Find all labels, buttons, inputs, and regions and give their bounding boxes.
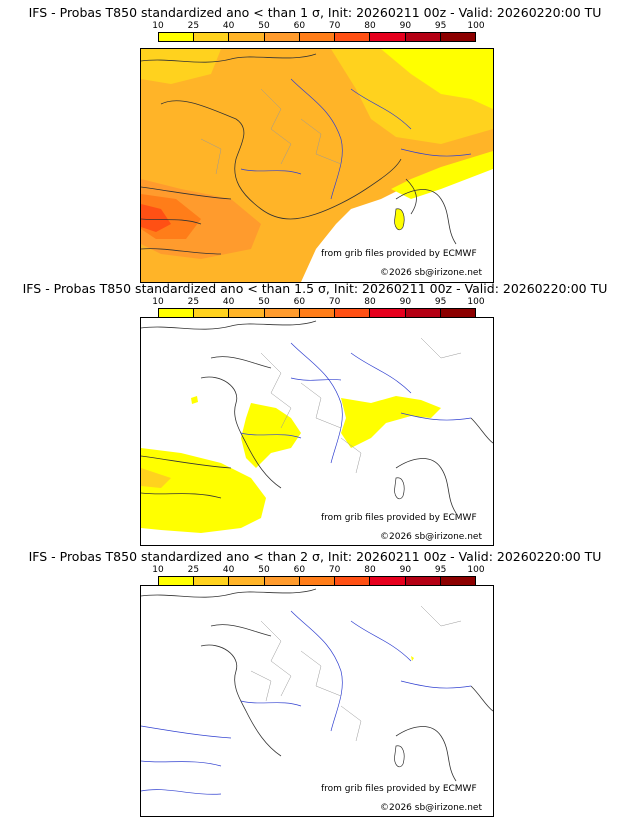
colorbar-swatch <box>370 577 406 585</box>
colorbar-tick-label: 40 <box>222 297 235 307</box>
colorbar-tick-label: 70 <box>328 297 341 307</box>
colorbar-swatch <box>229 309 265 317</box>
map-svg <box>141 49 493 282</box>
colorbar-tick-label: 90 <box>399 21 412 31</box>
colorbar-tick-label: 50 <box>258 565 270 575</box>
colorbar: 10 25 40 50 60 70 80 90 95 100 <box>152 21 485 45</box>
colorbar-swatch <box>335 309 371 317</box>
colorbar-swatch <box>405 577 441 585</box>
source-credit: from grib files provided by ECMWF <box>321 249 477 259</box>
prob-fill-10 <box>381 49 493 109</box>
colorbar-swatch <box>370 309 406 317</box>
map-panel-2: IFS - Probas T850 standardized ano < tha… <box>0 281 630 546</box>
panel-title: IFS - Probas T850 standardized ano < tha… <box>22 281 608 296</box>
colorbar-tick-label: 100 <box>467 21 485 31</box>
colorbar-swatch <box>335 577 371 585</box>
colorbar-tick-label: 80 <box>364 21 376 31</box>
colorbar-tick-label: 40 <box>222 565 235 575</box>
copyright-credit: ©2026 sb@irizone.net <box>380 803 482 813</box>
copyright-credit: ©2026 sb@irizone.net <box>380 268 482 278</box>
probability-map: from grib files provided by ECMWF ©2026 … <box>140 585 494 817</box>
colorbar-tick-label: 100 <box>467 297 485 307</box>
colorbar-swatch <box>264 33 300 41</box>
copyright-credit: ©2026 sb@irizone.net <box>380 532 482 542</box>
colorbar-tick-label: 25 <box>187 565 200 575</box>
source-credit: from grib files provided by ECMWF <box>321 513 477 523</box>
colorbar-ticks: 10 25 40 50 60 70 80 90 95 100 <box>152 565 484 575</box>
colorbar-swatch <box>229 33 265 41</box>
colorbar-tick-label: 50 <box>258 297 270 307</box>
colorbar-swatch <box>159 309 195 317</box>
colorbar-swatches <box>158 32 476 42</box>
colorbar-swatch <box>299 33 336 41</box>
colorbar-tick-label: 25 <box>187 21 200 31</box>
colorbar-tick-label: 80 <box>364 565 376 575</box>
colorbar-tick-label: 90 <box>399 297 412 307</box>
panel-title: IFS - Probas T850 standardized ano < tha… <box>28 549 602 564</box>
colorbar-tick-label: 95 <box>434 565 447 575</box>
colorbar-swatch <box>299 577 336 585</box>
colorbar-swatch <box>299 309 336 317</box>
colorbar-swatch <box>194 577 230 585</box>
colorbar-tick-label: 10 <box>152 565 164 575</box>
colorbar-tick-label: 70 <box>328 21 341 31</box>
colorbar-swatch <box>264 577 300 585</box>
colorbar-tick-label: 60 <box>293 297 306 307</box>
colorbar-swatch <box>440 577 475 585</box>
colorbar-ticks: 10 25 40 50 60 70 80 90 95 100 <box>152 21 484 31</box>
colorbar-swatch <box>194 33 230 41</box>
colorbar-swatch <box>264 309 300 317</box>
prob-fill-10 <box>141 448 266 533</box>
colorbar-swatch <box>370 33 406 41</box>
colorbar-tick-label: 60 <box>293 21 306 31</box>
colorbar-swatch <box>440 33 475 41</box>
colorbar-tick-label: 50 <box>258 21 270 31</box>
colorbar-tick-label: 60 <box>293 565 306 575</box>
colorbar-swatch <box>405 309 441 317</box>
colorbar-swatch <box>159 33 195 41</box>
colorbar-tick-label: 100 <box>467 565 485 575</box>
colorbar-swatch <box>335 33 371 41</box>
colorbar-swatch <box>229 577 265 585</box>
colorbar-tick-label: 25 <box>187 297 200 307</box>
colorbar-tick-label: 95 <box>434 297 447 307</box>
map-svg <box>141 586 493 816</box>
map-svg <box>141 318 493 545</box>
colorbar-swatch <box>440 309 475 317</box>
probability-map: from grib files provided by ECMWF ©2026 … <box>140 48 494 283</box>
colorbar-tick-label: 80 <box>364 297 376 307</box>
colorbar-tick-label: 10 <box>152 297 164 307</box>
colorbar-tick-label: 40 <box>222 21 235 31</box>
map-panel-1: IFS - Probas T850 standardized ano < tha… <box>0 5 630 283</box>
colorbar-swatch <box>194 309 230 317</box>
map-panel-3: IFS - Probas T850 standardized ano < tha… <box>0 549 630 819</box>
colorbar-tick-label: 90 <box>399 565 412 575</box>
colorbar-ticks: 10 25 40 50 60 70 80 90 95 100 <box>152 297 484 307</box>
colorbar-tick-label: 70 <box>328 565 341 575</box>
probability-map: from grib files provided by ECMWF ©2026 … <box>140 317 494 546</box>
colorbar-tick-label: 95 <box>434 21 447 31</box>
panel-title: IFS - Probas T850 standardized ano < tha… <box>28 5 602 20</box>
colorbar-swatch <box>159 577 195 585</box>
colorbar-swatch <box>405 33 441 41</box>
source-credit: from grib files provided by ECMWF <box>321 784 477 794</box>
colorbar-tick-label: 10 <box>152 21 164 31</box>
